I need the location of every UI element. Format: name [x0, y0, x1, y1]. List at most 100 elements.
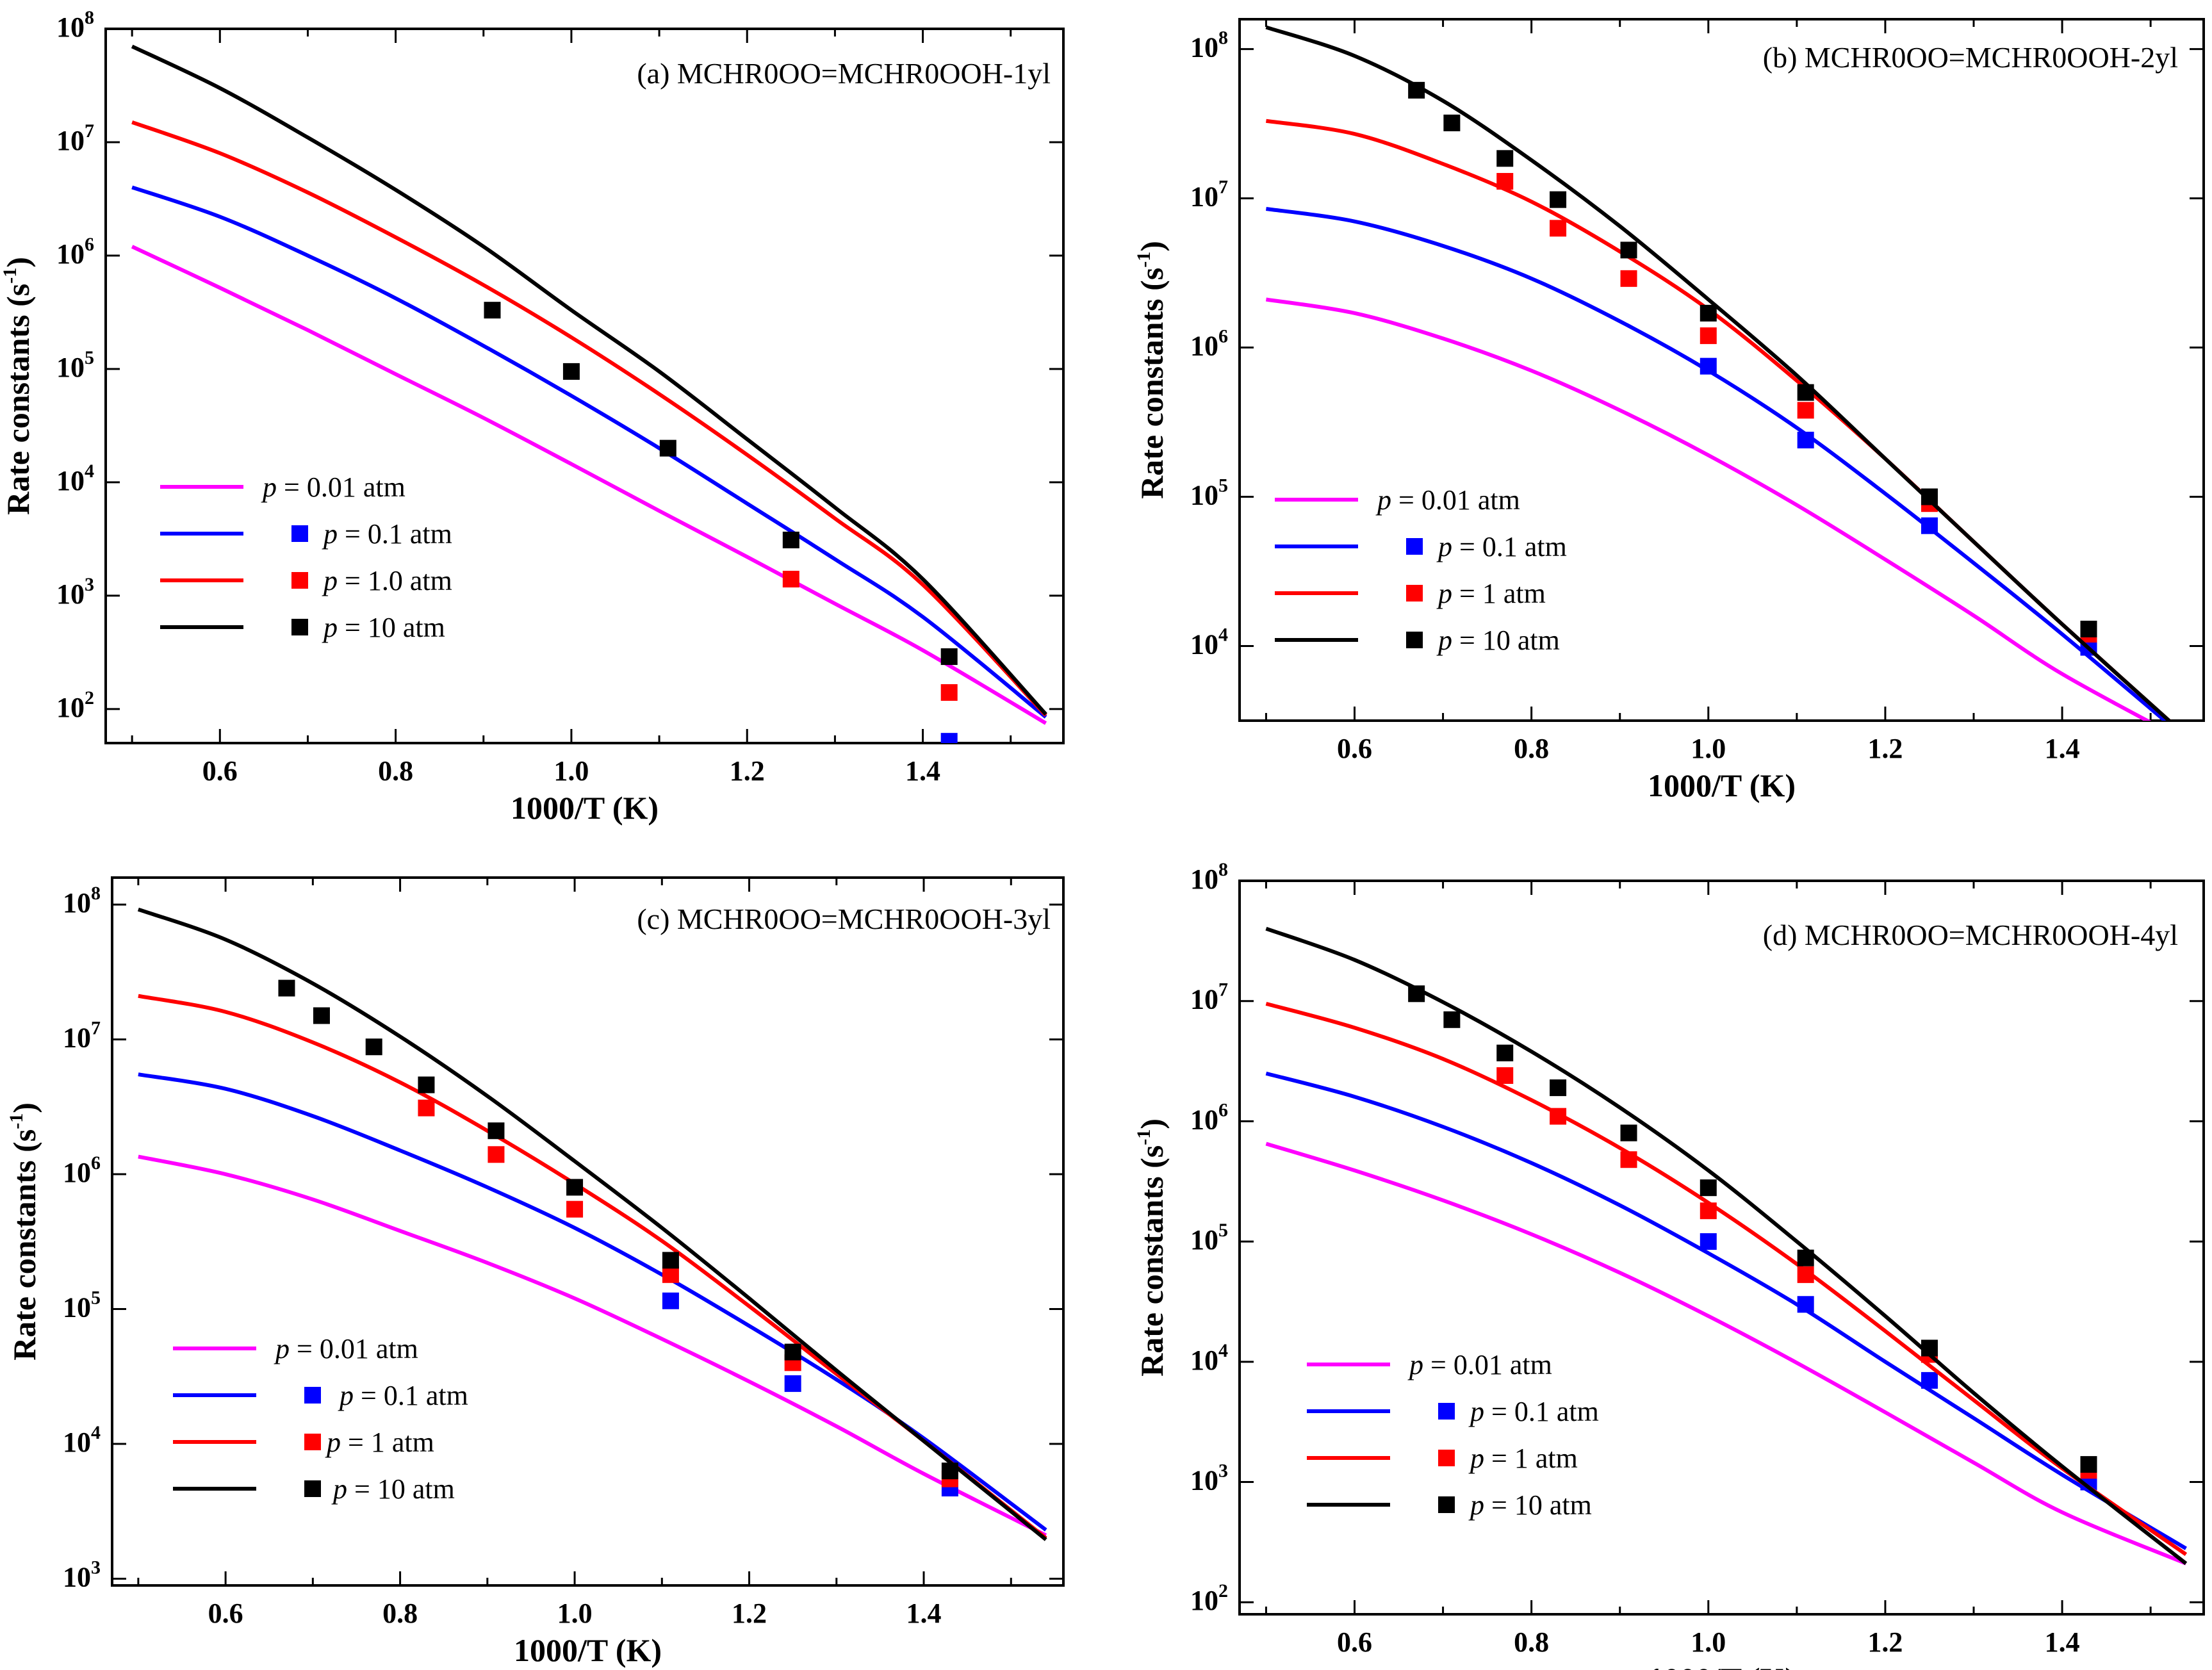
series-point-2 — [1797, 402, 1814, 419]
panel-title: (c) MCHR0OO=MCHR0OOH-3yl — [637, 903, 1051, 935]
x-tick-label: 0.8 — [382, 1598, 418, 1629]
legend-marker-3 — [304, 1480, 321, 1497]
series-point-2 — [1550, 1108, 1567, 1125]
series-point-3 — [784, 1343, 801, 1361]
series-point-3 — [1797, 384, 1814, 401]
series-line-2 — [1265, 119, 2172, 721]
series-line-1 — [1265, 207, 2168, 721]
plot-frame — [1238, 18, 2205, 722]
y-tick-label: 103 — [1190, 1461, 1228, 1496]
y-tick-label: 108 — [1190, 859, 1228, 895]
series-point-2 — [662, 1266, 679, 1283]
data-layer — [1265, 25, 2172, 721]
series-point-2 — [940, 684, 958, 701]
series-point-3 — [1620, 1124, 1637, 1142]
data-layer — [131, 44, 1047, 743]
plot-frame — [1238, 880, 2205, 1616]
x-tick-label: 1.0 — [1691, 1626, 1726, 1658]
legend-marker-3 — [291, 619, 308, 635]
x-tick-label: 0.8 — [1514, 1626, 1549, 1658]
legend: p = 0.01 atm p = 0.1 atm p = 1 atm p = 10 a… — [1275, 484, 1567, 656]
x-tick-label: 1.4 — [2045, 733, 2080, 764]
series-point-3 — [1921, 1339, 1938, 1357]
x-tick-label: 1.0 — [553, 755, 589, 787]
series-point-3 — [2080, 1456, 2097, 1473]
panel-b: 0.6 0.8 1.0 1.2 1.4 104 105 106 107 108 1000/T (K)… — [1133, 18, 2205, 803]
series-point-2 — [1496, 1067, 1514, 1085]
legend-marker-3 — [1406, 632, 1423, 648]
series-point-3 — [278, 979, 295, 997]
series-point-2 — [1550, 220, 1567, 237]
legend-label-3: p = 10 atm — [1468, 1489, 1592, 1521]
series-line-3 — [1265, 25, 2172, 721]
x-tick-label: 1.0 — [1691, 733, 1726, 764]
series-point-3 — [487, 1122, 505, 1140]
series-point-1 — [1921, 1371, 1938, 1389]
series-point-2 — [1620, 270, 1637, 287]
series-line-1 — [138, 1072, 1047, 1532]
legend-label-2: p = 1 atm — [325, 1427, 434, 1458]
y-tick-label: 104 — [56, 461, 94, 496]
x-tick-label: 0.6 — [208, 1598, 243, 1629]
legend-label-2: p = 1.0 atm — [322, 565, 452, 596]
series-point-3 — [1700, 304, 1717, 322]
y-tick-label: 106 — [63, 1152, 101, 1188]
y-tick-label: 107 — [63, 1018, 101, 1054]
y-tick-label: 104 — [1190, 1340, 1228, 1376]
panel-d: 0.6 0.8 1.0 1.2 1.4 102 103 104 105 106 107 108 1000… — [1133, 859, 2205, 1670]
legend-label-1: p = 0.1 atm — [322, 518, 452, 550]
x-tick-label: 1.4 — [905, 755, 940, 787]
legend-label-0: p = 0.01 atm — [1375, 484, 1520, 516]
series-point-1 — [1700, 357, 1717, 375]
plot-frame — [111, 876, 1065, 1587]
series-point-3 — [484, 302, 501, 319]
series-point-1 — [1921, 517, 1938, 534]
x-tick-label: 1.0 — [557, 1598, 593, 1629]
legend-label-0: p = 0.01 atm — [274, 1333, 418, 1364]
legend-marker-1 — [1438, 1403, 1455, 1420]
series-point-3 — [562, 363, 580, 380]
series-point-3 — [940, 648, 958, 666]
series-point-3 — [1443, 1011, 1461, 1028]
y-tick-label: 108 — [63, 883, 101, 919]
x-tick-label: 1.2 — [730, 755, 765, 787]
series-point-2 — [1797, 1266, 1814, 1283]
series-point-1 — [662, 1292, 679, 1309]
x-axis-title: 1000/T (K) — [514, 1632, 662, 1668]
y-tick-label: 104 — [63, 1422, 101, 1458]
x-tick-label: 1.2 — [1867, 1626, 1903, 1658]
series-point-3 — [1496, 150, 1514, 167]
legend-label-2: p = 1 atm — [1436, 578, 1546, 609]
panel-a: 0.6 0.8 1.0 1.2 1.4 102 103 104 105 106 107 108 1000… — [0, 7, 1065, 826]
plot-frame — [104, 28, 1065, 744]
legend-marker-1 — [1406, 538, 1423, 555]
series-point-3 — [1700, 1179, 1717, 1197]
x-tick-label: 1.4 — [906, 1598, 942, 1629]
series-point-1 — [1797, 431, 1814, 448]
series-point-3 — [1408, 985, 1425, 1003]
series-point-3 — [1797, 1249, 1814, 1266]
series-point-3 — [1408, 81, 1425, 99]
legend-label-2: p = 1 atm — [1468, 1443, 1578, 1474]
x-tick-label: 0.8 — [1514, 733, 1549, 764]
y-tick-label: 105 — [1190, 1220, 1228, 1256]
legend-label-0: p = 0.01 atm — [1407, 1349, 1552, 1380]
series-point-2 — [1496, 173, 1514, 190]
x-tick-label: 1.2 — [732, 1598, 767, 1629]
y-tick-label: 107 — [1190, 177, 1228, 213]
x-tick-label: 0.6 — [1337, 733, 1372, 764]
data-layer — [137, 907, 1047, 1541]
x-tick-label: 0.8 — [378, 755, 413, 787]
y-axis-title: Rate constants (s-1) — [6, 1102, 42, 1361]
y-tick-label: 103 — [56, 574, 94, 610]
x-tick-label: 0.6 — [1337, 1626, 1372, 1658]
series-line-2 — [131, 120, 1047, 717]
y-tick-label: 105 — [63, 1288, 101, 1323]
y-tick-label: 102 — [56, 687, 94, 723]
legend: p = 0.01 atm p = 0.1 atm p = 1 atm p = 10 a… — [173, 1333, 468, 1505]
legend-marker-2 — [304, 1434, 321, 1450]
series-line-3 — [131, 44, 1047, 716]
panel-title: (a) MCHR0OO=MCHR0OOH-1yl — [637, 57, 1051, 90]
y-tick-label: 105 — [1190, 475, 1228, 511]
